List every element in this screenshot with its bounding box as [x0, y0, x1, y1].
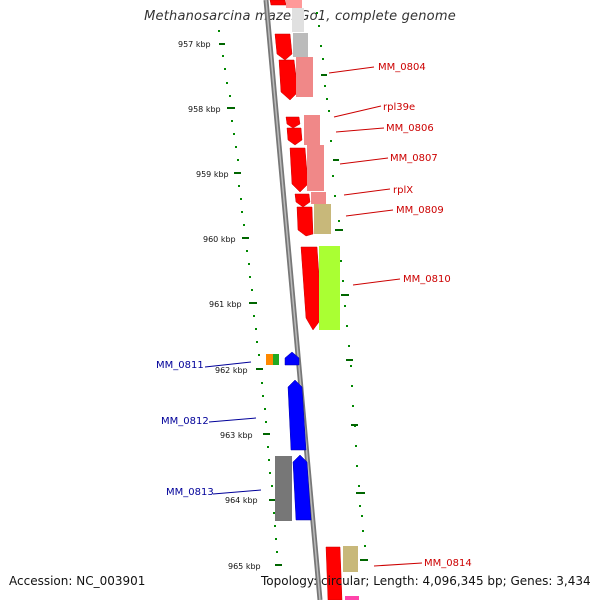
gene-label[interactable]: MM_0804: [378, 62, 426, 73]
label-leaders-reverse: [204, 361, 262, 495]
gene-label[interactable]: MM_0813: [166, 487, 214, 498]
reverse-genes: [266, 351, 312, 521]
feature-bar: [273, 354, 279, 365]
feature-bar: [304, 115, 320, 145]
gene-arrow[interactable]: [325, 546, 343, 600]
tick-ring-right: [316, 12, 366, 547]
gene-arrow[interactable]: [269, 0, 287, 6]
feature-bar: [266, 354, 273, 365]
forward-genes: [269, 0, 343, 600]
gene-arrow[interactable]: [284, 351, 300, 366]
gene-labels-forward: MM_0804 rpl39e MM_0806 MM_0807 rplX MM_0…: [378, 62, 472, 569]
tick-label: 958 kbp: [188, 105, 221, 114]
gene-arrow[interactable]: [292, 454, 312, 521]
feature-bar: [319, 246, 340, 330]
gene-label[interactable]: rpl39e: [383, 102, 415, 113]
gene-arrow[interactable]: [289, 147, 309, 193]
gene-label[interactable]: MM_0807: [390, 153, 438, 164]
feature-bar: [343, 546, 358, 572]
gene-arrow[interactable]: [285, 116, 301, 129]
feature-bar: [307, 145, 324, 191]
gene-arrow[interactable]: [274, 33, 293, 61]
feature-bar: [296, 57, 313, 97]
gene-label[interactable]: MM_0806: [386, 123, 434, 134]
feature-bar: [293, 33, 308, 57]
feature-bar: [292, 8, 304, 32]
tick-label: 962 kbp: [215, 366, 248, 375]
tick-label: 961 kbp: [209, 300, 242, 309]
gene-labels-reverse: MM_0811 MM_0812 MM_0813: [156, 360, 214, 498]
label-leaders-forward: [328, 66, 423, 567]
tick-label: 964 kbp: [225, 496, 258, 505]
feature-bars: [286, 0, 359, 600]
topology-text: Topology: circular; Length: 4,096,345 bp…: [261, 574, 591, 588]
tick-label: 965 kbp: [228, 562, 261, 571]
feature-bar: [345, 596, 359, 600]
gene-label[interactable]: rplX: [393, 185, 413, 196]
gene-arrow[interactable]: [294, 193, 311, 208]
tick-ring-left: [218, 30, 278, 553]
tick-label: 957 kbp: [178, 40, 211, 49]
tick-label: 960 kbp: [203, 235, 236, 244]
gene-arrow[interactable]: [286, 127, 303, 146]
tick-labels: 957 kbp 958 kbp 959 kbp 960 kbp 961 kbp …: [178, 40, 261, 571]
gene-label[interactable]: MM_0810: [403, 274, 451, 285]
gene-label[interactable]: MM_0811: [156, 360, 204, 371]
feature-bar: [286, 0, 302, 8]
feature-bar: [311, 192, 326, 204]
gene-arrow[interactable]: [287, 379, 307, 451]
accession-text: Accession: NC_003901: [9, 574, 146, 588]
gene-arrow[interactable]: [296, 206, 314, 237]
gene-label[interactable]: MM_0812: [161, 416, 209, 427]
gene-arrow[interactable]: [300, 246, 323, 331]
tick-label: 963 kbp: [220, 431, 253, 440]
feature-bar: [275, 456, 292, 521]
feature-bar: [314, 204, 331, 234]
tick-label: 959 kbp: [196, 170, 229, 179]
tick-marks: [219, 43, 368, 566]
gene-label[interactable]: MM_0814: [424, 558, 472, 569]
gene-label[interactable]: MM_0809: [396, 205, 444, 216]
gene-arrow[interactable]: [278, 59, 299, 101]
